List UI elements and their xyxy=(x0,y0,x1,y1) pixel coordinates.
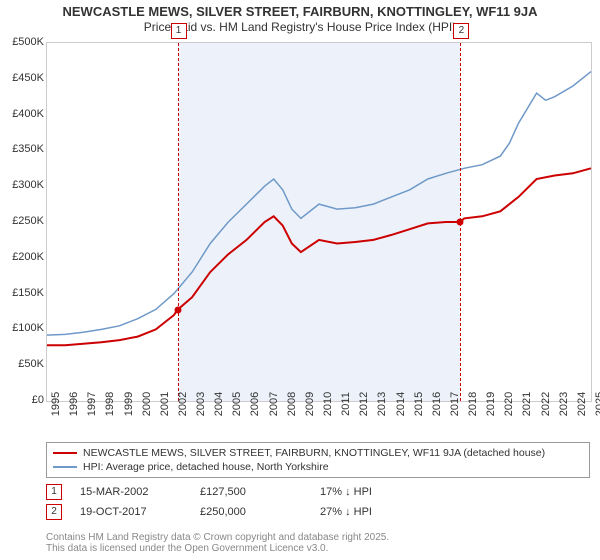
chart-container: NEWCASTLE MEWS, SILVER STREET, FAIRBURN,… xyxy=(0,0,600,560)
x-tick-label: 2015 xyxy=(413,392,425,416)
legend-swatch-hpi xyxy=(53,466,77,468)
x-tick-label: 2017 xyxy=(449,392,461,416)
attribution-text: Contains HM Land Registry data © Crown c… xyxy=(46,532,389,554)
x-tick-label: 2009 xyxy=(304,392,316,416)
sale-date: 19-OCT-2017 xyxy=(80,506,200,518)
y-tick-label: £300K xyxy=(0,179,44,191)
x-tick-label: 2013 xyxy=(376,392,388,416)
x-tick-label: 2002 xyxy=(177,392,189,416)
sale-index-box: 2 xyxy=(46,504,62,520)
y-tick-label: £150K xyxy=(0,287,44,299)
x-tick-label: 2012 xyxy=(358,392,370,416)
x-tick-label: 2021 xyxy=(521,392,533,416)
line-series-svg xyxy=(47,43,591,401)
legend-swatch-property xyxy=(53,452,77,454)
sale-marker-dot-2 xyxy=(457,219,464,226)
x-tick-label: 2025 xyxy=(594,392,600,416)
x-tick-label: 2010 xyxy=(322,392,334,416)
x-tick-label: 2023 xyxy=(558,392,570,416)
legend: NEWCASTLE MEWS, SILVER STREET, FAIRBURN,… xyxy=(46,442,590,478)
sale-price: £127,500 xyxy=(200,486,320,498)
x-tick-label: 2006 xyxy=(249,392,261,416)
sale-vs-hpi: 17% ↓ HPI xyxy=(320,486,440,498)
x-tick-label: 2018 xyxy=(467,392,479,416)
y-tick-label: £100K xyxy=(0,322,44,334)
sale-marker-box-2: 2 xyxy=(453,23,469,39)
sale-marker-line-1 xyxy=(178,43,179,401)
x-tick-label: 2024 xyxy=(576,392,588,416)
series-line-property xyxy=(47,168,591,345)
sale-date: 15-MAR-2002 xyxy=(80,486,200,498)
y-tick-label: £50K xyxy=(0,358,44,370)
x-tick-label: 1996 xyxy=(68,392,80,416)
y-tick-label: £500K xyxy=(0,36,44,48)
sale-vs-hpi: 27% ↓ HPI xyxy=(320,506,440,518)
x-tick-label: 2005 xyxy=(231,392,243,416)
x-tick-label: 1998 xyxy=(104,392,116,416)
x-tick-label: 1999 xyxy=(123,392,135,416)
x-tick-label: 1995 xyxy=(50,392,62,416)
sale-price: £250,000 xyxy=(200,506,320,518)
x-tick-label: 2004 xyxy=(213,392,225,416)
sale-record-row: 1 15-MAR-2002£127,50017% ↓ HPI xyxy=(46,484,590,500)
x-tick-label: 2008 xyxy=(286,392,298,416)
chart-title-line2: Price paid vs. HM Land Registry's House … xyxy=(0,20,600,36)
x-tick-label: 2022 xyxy=(540,392,552,416)
sale-marker-dot-1 xyxy=(174,306,181,313)
x-tick-label: 2020 xyxy=(503,392,515,416)
legend-label-hpi: HPI: Average price, detached house, Nort… xyxy=(83,460,329,474)
plot-area: 12 xyxy=(46,42,592,402)
legend-row-hpi: HPI: Average price, detached house, Nort… xyxy=(53,460,583,474)
x-tick-label: 2007 xyxy=(268,392,280,416)
sale-index-box: 1 xyxy=(46,484,62,500)
chart-title-line1: NEWCASTLE MEWS, SILVER STREET, FAIRBURN,… xyxy=(0,0,600,20)
sale-record-row: 2 19-OCT-2017£250,00027% ↓ HPI xyxy=(46,504,590,520)
legend-label-property: NEWCASTLE MEWS, SILVER STREET, FAIRBURN,… xyxy=(83,446,545,460)
y-tick-label: £450K xyxy=(0,72,44,84)
sale-marker-box-1: 1 xyxy=(171,23,187,39)
y-tick-label: £350K xyxy=(0,143,44,155)
x-tick-label: 2011 xyxy=(340,392,352,416)
x-tick-label: 2003 xyxy=(195,392,207,416)
x-tick-label: 2000 xyxy=(141,392,153,416)
x-tick-label: 1997 xyxy=(86,392,98,416)
y-tick-label: £400K xyxy=(0,108,44,120)
x-tick-label: 2019 xyxy=(485,392,497,416)
legend-row-property: NEWCASTLE MEWS, SILVER STREET, FAIRBURN,… xyxy=(53,446,583,460)
y-tick-label: £250K xyxy=(0,215,44,227)
x-tick-label: 2001 xyxy=(159,392,171,416)
x-tick-label: 2014 xyxy=(395,392,407,416)
x-tick-label: 2016 xyxy=(431,392,443,416)
y-tick-label: £0 xyxy=(0,394,44,406)
y-tick-label: £200K xyxy=(0,251,44,263)
